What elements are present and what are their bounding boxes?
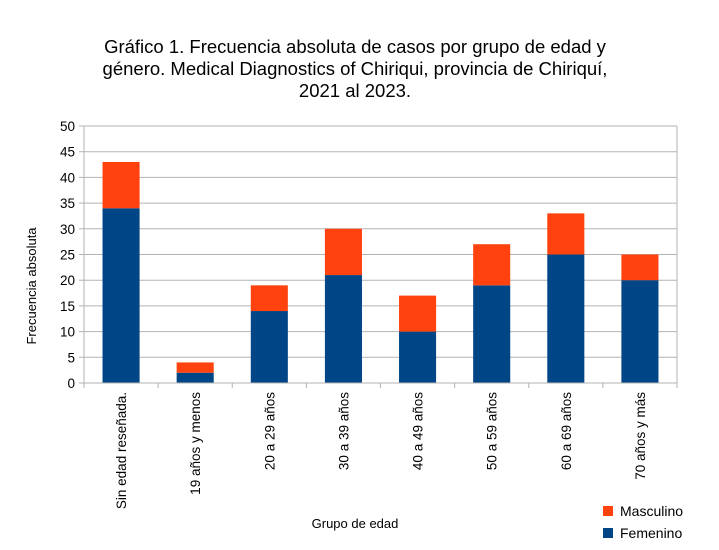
y-tick-label: 5 bbox=[67, 350, 75, 365]
bar-femenino-5 bbox=[473, 285, 511, 383]
y-tick-label: 0 bbox=[67, 376, 75, 391]
bar-masculino-2 bbox=[250, 285, 288, 312]
x-tick-label: 19 años y menos bbox=[188, 392, 203, 495]
y-tick-label: 35 bbox=[60, 196, 75, 211]
legend-swatch-masculino bbox=[603, 506, 613, 516]
y-tick-label: 45 bbox=[60, 145, 75, 160]
bar-femenino-2 bbox=[250, 311, 288, 383]
bar-femenino-7 bbox=[621, 280, 659, 383]
gridlines bbox=[84, 125, 677, 384]
legend-swatch-femenino bbox=[603, 528, 613, 538]
y-axis-label: Frecuencia absoluta bbox=[24, 227, 39, 345]
y-tick-label: 10 bbox=[60, 325, 75, 340]
x-tick-label: 60 a 69 años bbox=[559, 392, 574, 470]
bar-masculino-0 bbox=[102, 161, 140, 209]
x-tick-label: 30 a 39 años bbox=[336, 392, 351, 470]
y-tick-label: 30 bbox=[60, 222, 75, 237]
x-axis-ticks: Sin edad reseñada. 19 años y menos 20 a 29… bbox=[83, 383, 678, 509]
chart-title-line-2: género. Medical Diagnostics of Chiriqui,… bbox=[103, 58, 608, 79]
x-tick-label: 40 a 49 años bbox=[411, 392, 426, 470]
bar-masculino-4 bbox=[399, 295, 437, 332]
bar-femenino-1 bbox=[176, 372, 214, 383]
bar-masculino-3 bbox=[324, 228, 362, 276]
legend: Masculino Femenino bbox=[603, 503, 683, 541]
y-tick-label: 15 bbox=[60, 299, 75, 314]
legend-label-femenino: Femenino bbox=[620, 525, 682, 541]
x-tick-label: Sin edad reseñada. bbox=[114, 392, 129, 509]
chart-title-line-3: 2021 al 2023. bbox=[299, 80, 411, 101]
bar-femenino-6 bbox=[547, 254, 585, 383]
bars bbox=[102, 161, 659, 383]
y-tick-label: 20 bbox=[60, 273, 75, 288]
bar-masculino-5 bbox=[473, 244, 511, 286]
bar-femenino-3 bbox=[324, 275, 362, 383]
y-tick-label: 50 bbox=[60, 119, 75, 134]
y-tick-label: 25 bbox=[60, 248, 75, 263]
x-axis-label: Grupo de edad bbox=[312, 516, 399, 531]
x-tick-label: 20 a 29 años bbox=[262, 392, 277, 470]
bar-femenino-4 bbox=[399, 331, 437, 383]
bar-masculino-6 bbox=[547, 213, 585, 255]
bar-femenino-0 bbox=[102, 208, 140, 383]
chart-title: Gráfico 1. Frecuencia absoluta de casos … bbox=[103, 36, 608, 101]
x-tick-label: 50 a 59 años bbox=[485, 392, 500, 470]
y-tick-label: 40 bbox=[60, 170, 75, 185]
bar-masculino-7 bbox=[621, 254, 659, 281]
bar-masculino-1 bbox=[176, 362, 214, 373]
chart-title-line-1: Gráfico 1. Frecuencia absoluta de casos … bbox=[104, 36, 607, 57]
x-tick-label: 70 años y más bbox=[633, 392, 648, 480]
legend-label-masculino: Masculino bbox=[620, 503, 683, 519]
y-axis-ticks: 0 5 10 15 20 25 30 35 40 45 50 bbox=[60, 119, 84, 391]
